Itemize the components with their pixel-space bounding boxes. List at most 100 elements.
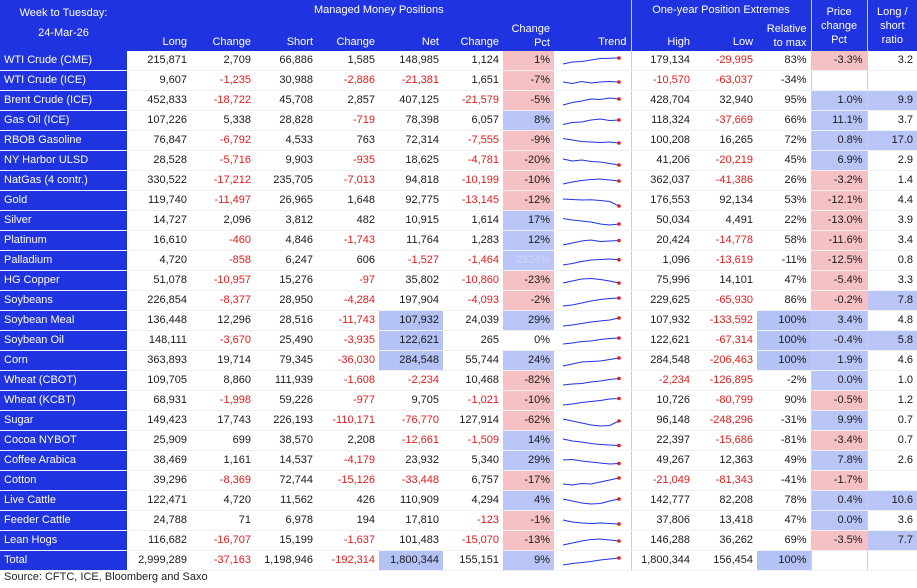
col-net-change: Change (443, 20, 503, 51)
cell-relative-to-max: -2% (757, 370, 812, 391)
cell-chg2: 606 (317, 250, 379, 271)
cell-chg: 5,338 (191, 110, 255, 131)
commodity-name: HG Copper (0, 270, 127, 291)
cell-long-short-ratio: 1.0 (866, 370, 917, 391)
cell-long-short-ratio: 3.4 (866, 230, 917, 251)
cell-chg: -6,792 (191, 130, 255, 151)
cell-chg3: -7,555 (443, 130, 503, 151)
trend-latest-point (617, 221, 622, 226)
trend-latest-point (617, 376, 622, 380)
cell-long-short-ratio: 4.6 (866, 350, 917, 371)
cell-change-pct: -7% (503, 70, 554, 91)
cell-chg: 17,743 (191, 410, 255, 431)
cell-chg2: -4,179 (317, 450, 379, 471)
cell-net: 407,125 (379, 90, 443, 111)
commodity-name: Feeder Cattle (0, 510, 127, 531)
cell-net: 92,775 (379, 190, 443, 211)
cell-high: 284,548 (630, 350, 695, 371)
cell-net: 17,810 (379, 510, 443, 531)
cell-change-pct: 24% (503, 350, 554, 371)
col-net: Net (379, 20, 443, 51)
commodity-name: Soybeans (0, 290, 127, 311)
cell-trend (554, 470, 632, 491)
cell-relative-to-max: 47% (757, 510, 812, 531)
cell-short: 15,276 (255, 270, 317, 291)
cell-relative-to-max: 100% (757, 310, 812, 331)
cell-chg2: 2,857 (317, 90, 379, 111)
cell-change-pct: 1% (503, 51, 554, 71)
cell-net: 107,932 (379, 310, 443, 331)
cell-net: -1,527 (379, 250, 443, 271)
cell-high: 107,932 (630, 310, 695, 331)
managed-money-table: Week to Tuesday: 24-Mar-26 Managed Money… (0, 0, 917, 571)
cell-chg: -8,369 (191, 470, 255, 491)
cell-low: 92,134 (694, 190, 758, 211)
cell-chg3: -4,093 (443, 290, 503, 311)
cell-high: 22,397 (630, 430, 695, 451)
cell-short: 6,978 (255, 510, 317, 531)
total-high: 1,800,344 (630, 550, 695, 571)
cell-chg2: -1,608 (317, 370, 379, 391)
cell-chg2: -719 (317, 110, 379, 131)
cell-price-change: -0.5% (810, 390, 868, 411)
cell-high: 176,553 (630, 190, 695, 211)
cell-long: 107,226 (127, 110, 191, 131)
total-relative-to-max: 100% (757, 550, 812, 571)
cell-long: 109,705 (127, 370, 191, 391)
table-row: NY Harbor ULSD 28,528 -5,716 9,903 -935 18,62… (0, 150, 917, 171)
table-row: Brent Crude (ICE) 452,833 -18,722 45,708 2,8… (0, 90, 917, 111)
trend-line (563, 277, 620, 283)
cell-short: 235,705 (255, 170, 317, 191)
trend-sparkline (563, 55, 622, 64)
cell-long: 28,528 (127, 150, 191, 171)
table-row: Platinum 16,610 -460 4,846 -1,743 11,764 1,283… (0, 230, 917, 251)
cell-chg3: -13,145 (443, 190, 503, 211)
cell-chg2: 2,208 (317, 430, 379, 451)
cell-long-short-ratio: 0.7 (866, 430, 917, 451)
cell-trend (554, 350, 632, 371)
trend-line (563, 438, 620, 446)
cell-price-change: -1.7% (810, 470, 868, 491)
cell-chg3: 1,124 (443, 51, 503, 71)
trend-latest-point (617, 555, 622, 560)
trend-sparkline (563, 96, 622, 105)
cell-long-short-ratio: 4.4 (866, 190, 917, 211)
cell-long-short-ratio: 7.7 (866, 530, 917, 551)
trend-latest-point (617, 355, 622, 360)
cell-low: 82,208 (694, 490, 758, 511)
trend-line (563, 238, 620, 245)
cell-long: 215,871 (127, 51, 191, 71)
cell-long: 122,471 (127, 490, 191, 511)
cell-chg: -858 (191, 250, 255, 271)
trend-latest-point (617, 203, 622, 208)
total-net: 1,800,344 (379, 550, 443, 571)
trend-latest-point (617, 475, 622, 480)
cell-price-change: 0.0% (810, 370, 868, 391)
cell-high: 362,037 (630, 170, 695, 191)
cell-chg2: 763 (317, 130, 379, 151)
cell-chg2: -110,171 (317, 410, 379, 431)
trend-sparkline (563, 217, 622, 226)
col-relative-to-max: Relative to max (757, 20, 812, 51)
report-date-header: Week to Tuesday: 24-Mar-26 (0, 0, 127, 51)
cell-long-short-ratio: 0.8 (866, 250, 917, 271)
cell-chg3: 6,757 (443, 470, 503, 491)
commodity-name: Corn (0, 350, 127, 371)
cell-trend (554, 270, 632, 291)
commodity-name: Silver (0, 210, 127, 231)
cell-high: 41,206 (630, 150, 695, 171)
cell-short: 30,988 (255, 70, 317, 91)
commodity-name: WTI Crude (ICE) (0, 70, 127, 91)
col-short: Short (255, 20, 317, 51)
trend-line (563, 57, 620, 64)
trend-line (563, 317, 620, 326)
cell-long: 148,111 (127, 330, 191, 351)
cell-net: 78,398 (379, 110, 443, 131)
cell-high: 118,324 (630, 110, 695, 131)
commodity-name: Wheat (CBOT) (0, 370, 127, 391)
commodity-name: Live Cattle (0, 490, 127, 511)
cell-relative-to-max: 78% (757, 490, 812, 511)
trend-line (563, 158, 620, 165)
cell-trend (554, 410, 632, 431)
total-trend (554, 550, 632, 571)
